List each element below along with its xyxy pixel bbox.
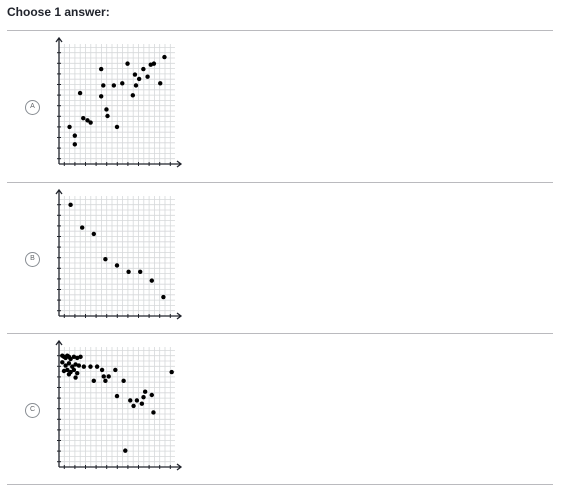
data-point xyxy=(103,256,108,262)
data-point xyxy=(136,76,142,82)
y-axis-arrow-icon xyxy=(55,339,63,346)
data-point xyxy=(72,133,78,138)
data-point xyxy=(101,83,106,88)
scatter-plot-a xyxy=(55,36,183,168)
data-point xyxy=(162,54,167,60)
grid xyxy=(58,196,175,317)
data-point xyxy=(85,118,90,123)
data-point xyxy=(138,269,143,274)
grid xyxy=(58,44,175,165)
data-point xyxy=(133,83,139,88)
data-point xyxy=(73,362,78,367)
scatter-plot-b xyxy=(55,188,183,320)
question-prompt: Choose 1 answer: xyxy=(7,5,110,19)
data-point xyxy=(126,269,131,274)
data-point xyxy=(91,378,96,384)
data-point xyxy=(145,74,150,79)
y-axis-arrow-icon xyxy=(55,188,63,195)
divider-1 xyxy=(7,182,553,183)
data-point xyxy=(121,378,126,384)
data-point xyxy=(67,124,72,130)
data-point xyxy=(149,392,154,398)
data-point xyxy=(63,363,68,368)
data-point xyxy=(139,401,145,406)
answer-choice-a[interactable]: A xyxy=(7,31,553,181)
data-point xyxy=(61,368,67,374)
data-point xyxy=(81,364,87,369)
x-axis-arrow-icon xyxy=(176,160,183,168)
data-point xyxy=(105,113,110,119)
data-point xyxy=(66,361,72,366)
answer-choice-c[interactable]: C xyxy=(7,334,553,484)
data-point xyxy=(99,367,105,373)
data-point xyxy=(142,389,148,394)
data-point xyxy=(141,66,146,72)
data-point xyxy=(169,369,174,375)
data-point xyxy=(125,61,130,66)
data-point xyxy=(151,410,156,415)
data-point xyxy=(70,364,75,369)
data-point xyxy=(123,448,128,453)
data-point xyxy=(151,61,157,66)
divider-2 xyxy=(7,333,553,334)
data-point xyxy=(66,372,72,377)
data-point xyxy=(161,294,166,300)
data-point xyxy=(88,364,93,369)
data-point xyxy=(98,66,104,72)
data-point xyxy=(68,356,73,362)
data-point xyxy=(75,370,80,376)
data-point xyxy=(128,398,133,403)
radio-button-c[interactable]: C xyxy=(25,403,40,418)
data-point xyxy=(149,278,154,283)
data-point xyxy=(141,394,146,400)
data-point xyxy=(65,367,70,373)
data-point xyxy=(134,398,140,403)
answer-choice-b[interactable]: B xyxy=(7,183,553,333)
data-point xyxy=(98,94,104,99)
scatter-plot-c xyxy=(55,339,183,471)
data-point xyxy=(104,107,109,112)
data-point xyxy=(88,120,93,125)
x-axis-arrow-icon xyxy=(176,463,183,471)
data-point xyxy=(71,354,77,360)
data-point xyxy=(94,364,100,369)
data-point xyxy=(68,202,73,208)
data-point xyxy=(120,81,125,86)
data-point xyxy=(72,142,78,147)
data-point xyxy=(75,355,80,361)
radio-button-a[interactable]: A xyxy=(25,100,40,115)
data-point xyxy=(60,360,65,365)
data-point xyxy=(114,263,120,268)
data-point xyxy=(76,363,82,368)
data-point xyxy=(130,93,136,98)
y-axis-arrow-icon xyxy=(55,36,63,43)
data-point xyxy=(78,354,83,360)
data-point xyxy=(158,81,163,86)
data-point xyxy=(114,124,120,130)
data-point xyxy=(81,115,86,121)
data-point xyxy=(132,72,138,77)
data-point xyxy=(101,374,106,379)
radio-button-b[interactable]: B xyxy=(25,252,40,267)
data-point xyxy=(80,225,85,230)
data-point xyxy=(113,367,118,373)
x-axis-arrow-icon xyxy=(176,312,183,320)
data-point xyxy=(103,378,108,384)
divider-bottom xyxy=(7,484,553,485)
data-point xyxy=(111,83,117,88)
data-point xyxy=(71,367,77,373)
data-point xyxy=(77,90,83,96)
data-point xyxy=(73,375,78,380)
data-point xyxy=(106,374,111,379)
data-point xyxy=(91,231,96,237)
data-point xyxy=(131,403,136,409)
data-point xyxy=(114,393,120,399)
divider-top xyxy=(7,30,553,31)
